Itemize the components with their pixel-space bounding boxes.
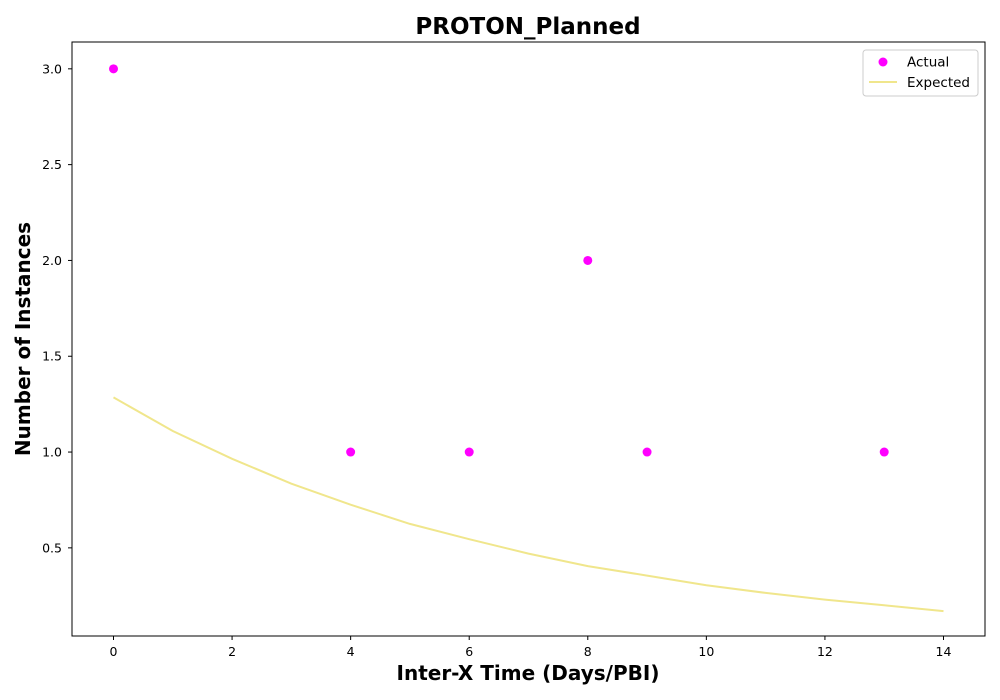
y-tick-label: 2.0 [42, 253, 62, 268]
y-tick-label: 0.5 [42, 540, 62, 555]
actual-point [464, 447, 474, 457]
x-axis: 0 2 4 6 8 10 12 14 [110, 636, 952, 659]
expected-line [113, 396, 944, 613]
actual-point [346, 447, 356, 457]
x-tick-label: 4 [347, 644, 355, 659]
legend-label-actual: Actual [907, 55, 949, 71]
legend: Actual Expected [862, 49, 979, 97]
actual-point [642, 447, 652, 457]
actual-point [583, 255, 593, 265]
x-tick-label: 2 [228, 644, 236, 659]
legend-label-expected: Expected [907, 75, 970, 91]
actual-point [109, 64, 118, 74]
actual-point [879, 447, 889, 457]
y-axis-label: Number of Instances [11, 222, 35, 456]
x-tick-label: 12 [817, 644, 833, 659]
x-axis-label: Inter-X Time (Days/PBI) [397, 661, 660, 685]
x-tick-label: 6 [465, 644, 473, 659]
x-tick-label: 8 [584, 644, 592, 659]
legend-marker-actual [878, 57, 888, 67]
legend-box [862, 49, 979, 97]
series-layer [109, 64, 944, 613]
y-tick-label: 1.0 [42, 445, 62, 460]
y-tick-label: 2.5 [42, 157, 62, 172]
chart-title: PROTON_Planned [415, 14, 640, 40]
y-tick-label: 1.5 [42, 349, 62, 364]
plot-area [71, 41, 986, 637]
y-tick-label: 3.0 [42, 61, 62, 76]
x-tick-label: 10 [698, 644, 714, 659]
x-tick-label: 14 [936, 644, 952, 659]
x-tick-label: 0 [110, 644, 118, 659]
y-axis: 0.5 1.0 1.5 2.0 2.5 3.0 [42, 61, 72, 555]
